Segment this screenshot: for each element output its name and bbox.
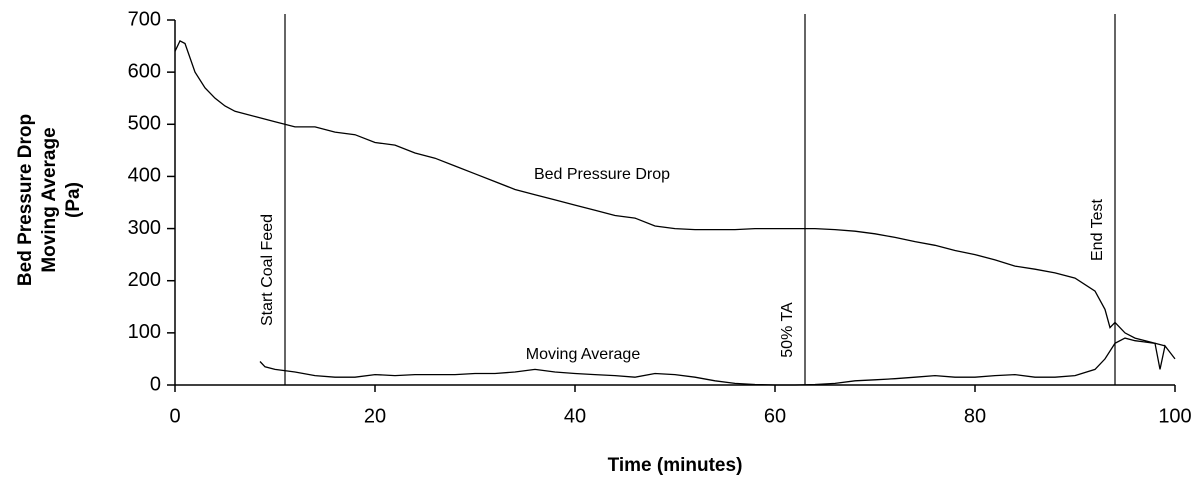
y-tick-label: 700 bbox=[128, 8, 161, 30]
y-axis-label: Bed Pressure Drop bbox=[15, 114, 36, 286]
y-tick-label: 0 bbox=[150, 373, 161, 395]
x-tick-label: 100 bbox=[1158, 405, 1191, 427]
y-axis-label: Moving Average bbox=[39, 127, 60, 272]
x-tick-label: 40 bbox=[564, 405, 586, 427]
x-tick-label: 0 bbox=[169, 405, 180, 427]
series-label: Moving Average bbox=[526, 346, 641, 363]
x-axis-label: Time (minutes) bbox=[608, 455, 743, 476]
y-tick-label: 200 bbox=[128, 269, 161, 291]
series-label: Bed Pressure Drop bbox=[534, 166, 670, 183]
y-tick-label: 300 bbox=[128, 217, 161, 239]
series-line bbox=[174, 40, 1166, 347]
y-tick-label: 400 bbox=[128, 165, 161, 187]
y-tick-label: 600 bbox=[128, 60, 161, 82]
x-tick-label: 20 bbox=[364, 405, 386, 427]
annotation-label: Start Coal Feed bbox=[259, 214, 276, 326]
x-tick-label: 80 bbox=[964, 405, 986, 427]
x-tick-label: 60 bbox=[764, 405, 786, 427]
y-tick-label: 100 bbox=[128, 321, 161, 343]
y-axis-label: (Pa) bbox=[63, 182, 84, 218]
y-tick-label: 500 bbox=[128, 113, 161, 135]
series-line bbox=[259, 337, 1176, 386]
annotation-label: 50% TA bbox=[779, 302, 796, 358]
annotation-label: End Test bbox=[1089, 198, 1106, 261]
